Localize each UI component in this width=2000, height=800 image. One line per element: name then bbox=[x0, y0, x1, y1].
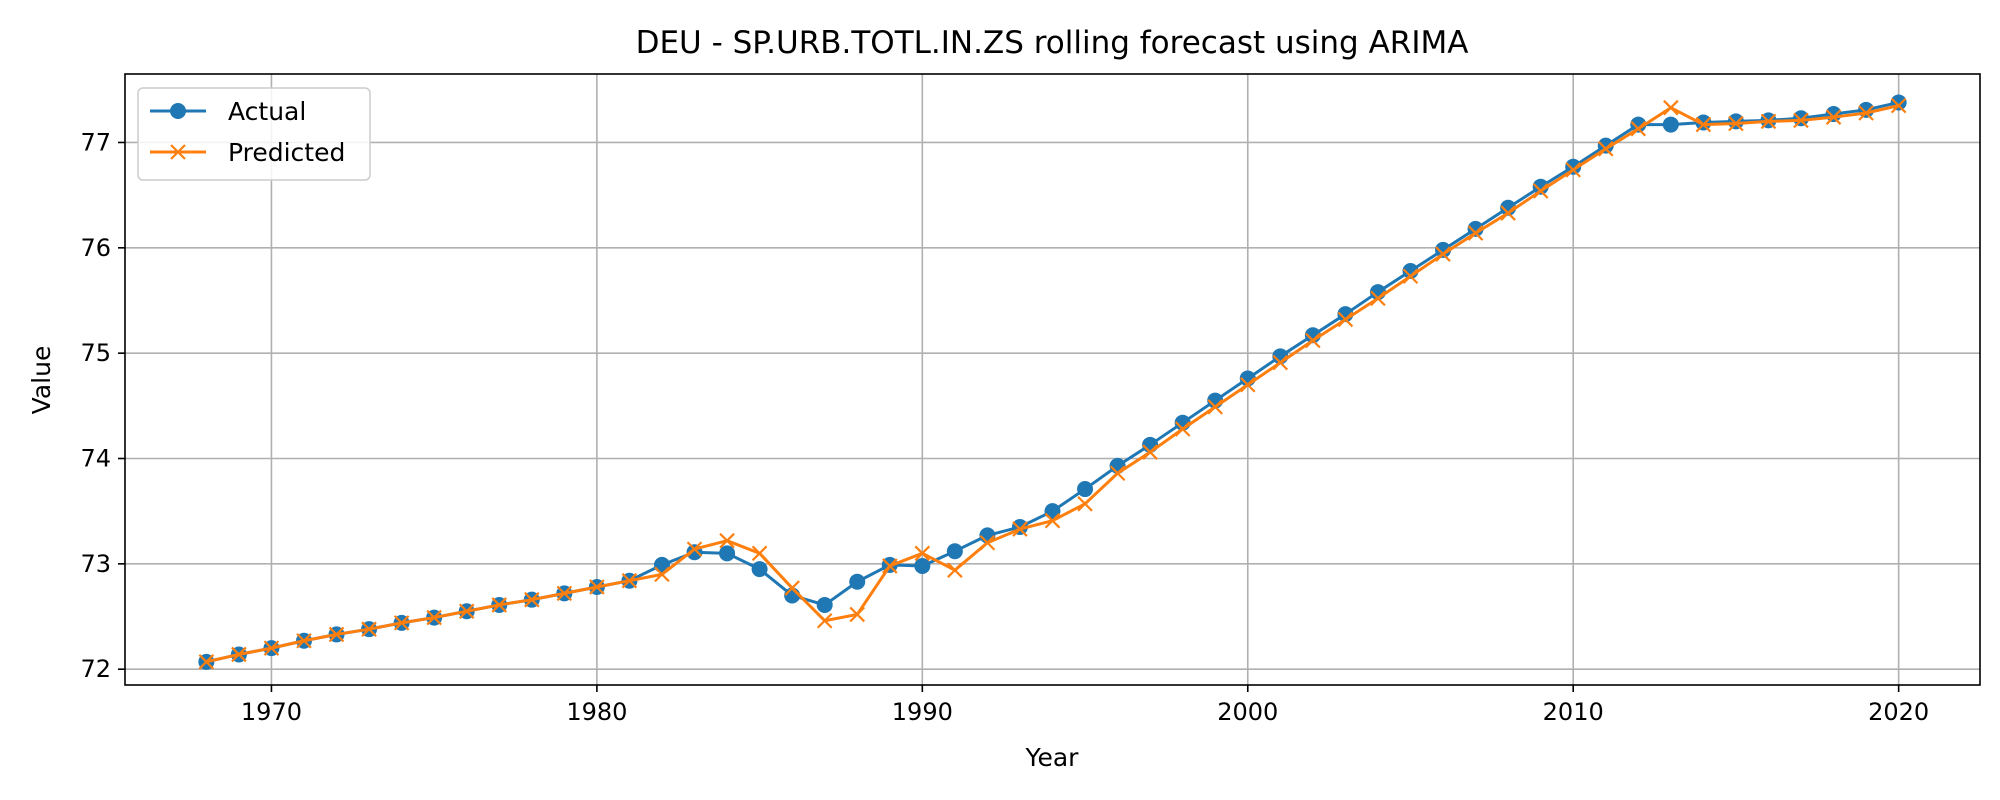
predicted-point bbox=[296, 632, 312, 649]
predicted-point bbox=[231, 646, 247, 663]
x-tick-label: 1990 bbox=[892, 698, 953, 726]
actual-point bbox=[1077, 481, 1094, 498]
chart-title: DEU - SP.URB.TOTL.IN.ZS rolling forecast… bbox=[636, 25, 1469, 61]
predicted-point bbox=[1467, 225, 1484, 241]
predicted-point bbox=[1728, 115, 1744, 132]
predicted-point bbox=[816, 612, 833, 629]
predicted-point bbox=[1174, 421, 1191, 437]
actual-point bbox=[849, 573, 866, 590]
predicted-point bbox=[849, 606, 866, 623]
predicted-point bbox=[1565, 162, 1581, 178]
predicted-point bbox=[784, 580, 800, 596]
predicted-point bbox=[621, 572, 638, 589]
series-layer bbox=[198, 94, 1907, 670]
predicted-point bbox=[1370, 290, 1386, 307]
predicted-point bbox=[947, 562, 963, 578]
y-tick-label: 74 bbox=[80, 445, 111, 473]
actual-point bbox=[1630, 116, 1647, 133]
predicted-point bbox=[1532, 183, 1549, 199]
actual-point bbox=[946, 543, 963, 560]
predicted-point bbox=[1663, 99, 1679, 116]
predicted-point bbox=[589, 579, 605, 595]
predicted-point bbox=[426, 609, 442, 626]
y-tick-label: 76 bbox=[80, 234, 111, 262]
actual-point bbox=[1467, 220, 1484, 237]
predicted-point bbox=[654, 566, 670, 583]
predicted-point bbox=[882, 558, 898, 574]
predicted-point bbox=[1077, 496, 1093, 512]
predicted-point bbox=[914, 545, 931, 562]
predicted-point bbox=[1858, 105, 1874, 121]
predicted-point bbox=[1012, 521, 1028, 537]
predicted-point bbox=[1793, 112, 1809, 129]
predicted-point bbox=[1337, 311, 1354, 328]
predicted-point bbox=[1435, 246, 1451, 262]
predicted-point bbox=[1402, 268, 1419, 285]
predicted-point bbox=[458, 603, 475, 620]
predicted-point bbox=[1044, 512, 1061, 529]
actual-point bbox=[1825, 106, 1842, 123]
legend-item-predicted: Predicted bbox=[150, 138, 345, 167]
predicted-point bbox=[328, 626, 345, 643]
grid bbox=[125, 74, 1980, 685]
x-axis-label: Year bbox=[1025, 743, 1080, 772]
actual-point bbox=[1662, 116, 1679, 133]
predicted-point bbox=[751, 545, 768, 562]
predicted-point bbox=[719, 532, 735, 549]
x-tick-label: 1980 bbox=[566, 698, 627, 726]
predicted-point bbox=[1272, 354, 1289, 371]
predicted-point bbox=[361, 621, 377, 637]
y-tick-label: 73 bbox=[80, 550, 111, 578]
actual-point bbox=[1858, 101, 1875, 118]
actual-point bbox=[1727, 113, 1744, 130]
predicted-point bbox=[1109, 465, 1126, 482]
y-axis-label: Value bbox=[27, 346, 56, 415]
legend-marker-predicted bbox=[170, 144, 186, 160]
predicted-point bbox=[686, 541, 703, 557]
legend-marker-actual bbox=[170, 103, 186, 119]
actual-point bbox=[719, 545, 736, 562]
predicted-point bbox=[1597, 141, 1614, 157]
predicted-point bbox=[1207, 399, 1223, 415]
predicted-point bbox=[1760, 113, 1777, 130]
legend-label-actual: Actual bbox=[228, 97, 306, 126]
actual-point bbox=[816, 596, 833, 613]
actual-point bbox=[1532, 178, 1549, 195]
predicted-point bbox=[1239, 376, 1256, 393]
y-tick-label: 77 bbox=[80, 128, 111, 156]
predicted-point bbox=[1890, 97, 1907, 114]
predicted-point bbox=[1305, 332, 1321, 349]
legend-label-predicted: Predicted bbox=[228, 138, 345, 167]
actual-point bbox=[751, 561, 768, 578]
predicted-point bbox=[1695, 116, 1712, 133]
x-tick-label: 2020 bbox=[1868, 698, 1929, 726]
x-tick-label: 2010 bbox=[1543, 698, 1604, 726]
predicted-point bbox=[524, 591, 540, 608]
x-tick-label: 2000 bbox=[1217, 698, 1278, 726]
plot-frame bbox=[124, 73, 1981, 686]
x-tick-label: 1970 bbox=[241, 698, 302, 726]
y-tick-label: 72 bbox=[80, 655, 111, 683]
actual-point bbox=[1695, 114, 1712, 131]
actual-point bbox=[1435, 241, 1452, 258]
predicted-point bbox=[1825, 109, 1842, 125]
predicted-point bbox=[263, 640, 280, 656]
predicted-point bbox=[1630, 121, 1647, 137]
predicted-point bbox=[556, 585, 573, 602]
actual-point bbox=[914, 557, 931, 574]
predicted-point bbox=[1500, 205, 1516, 221]
y-tick-label: 75 bbox=[80, 339, 111, 367]
predicted-point bbox=[198, 654, 215, 670]
predicted-point bbox=[491, 597, 508, 613]
predicted-series bbox=[198, 97, 1907, 670]
ticks: 1970 1980 1990 2000 2010 2020 72 73 74 75 76 77 bbox=[80, 128, 1929, 726]
predicted-point bbox=[393, 615, 410, 631]
actual-point bbox=[1793, 110, 1810, 127]
predicted-point bbox=[979, 535, 996, 551]
legend-item-actual: Actual bbox=[150, 97, 306, 126]
legend: Actual Predicted bbox=[137, 87, 371, 181]
predicted-point bbox=[1142, 444, 1158, 460]
